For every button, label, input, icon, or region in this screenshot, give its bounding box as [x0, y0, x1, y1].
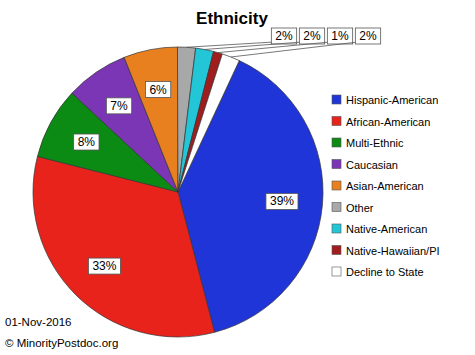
pie-slice: [178, 54, 239, 192]
label-box: [299, 28, 324, 44]
label-box: [106, 98, 131, 114]
legend-swatch: [332, 117, 341, 126]
data-label: 33%: [92, 259, 116, 273]
legend: Hispanic-American African-American Multi-E…: [332, 94, 440, 278]
legend-swatch: [332, 138, 341, 147]
data-label: 2%: [275, 29, 293, 43]
legend-label: Caucasian: [346, 159, 398, 171]
pie-slice: [124, 47, 178, 192]
legend-swatch: [332, 181, 341, 190]
legend-label: Decline to State: [346, 266, 424, 278]
legend-swatch: [332, 95, 341, 104]
data-label: 8%: [78, 135, 96, 149]
legend-label: Native-Hawaiian/PI: [346, 245, 440, 257]
legend-swatch: [332, 160, 341, 169]
chart: Ethnicity 39% 33% 8% 7% 6% 2% 2% 1% 2% Hispanic-Am…: [0, 0, 475, 355]
legend-swatch: [332, 267, 341, 276]
label-box: [145, 82, 170, 98]
annotation: © MinorityPostdoc.org: [5, 337, 118, 349]
legend-swatch: [332, 203, 341, 212]
legend-label: Multi-Ethnic: [346, 137, 404, 149]
legend-label: Asian-American: [346, 180, 424, 192]
label-box: [266, 193, 298, 209]
legend-label: Hispanic-American: [346, 94, 438, 106]
label-box: [271, 28, 296, 44]
legend-label: Native-American: [346, 223, 427, 235]
label-box: [88, 258, 120, 274]
slices: [33, 47, 323, 337]
pie-slice: [33, 156, 215, 337]
label-box: [355, 28, 380, 44]
title: Ethnicity: [196, 9, 268, 28]
label-box: [327, 28, 352, 44]
data-label: 6%: [149, 83, 167, 97]
leader-line: [187, 42, 274, 47]
data-labels: 39% 33% 8% 7% 6% 2% 2% 1% 2%: [74, 28, 381, 274]
annotation: 01-Nov-2016: [5, 316, 71, 328]
legend-swatch: [332, 246, 341, 255]
background: [0, 0, 475, 355]
legend-swatch: [332, 224, 341, 233]
data-label: 2%: [359, 29, 377, 43]
legend-label: African-American: [346, 116, 430, 128]
data-label: 39%: [270, 194, 294, 208]
legend-label: Other: [346, 202, 374, 214]
leader-line: [231, 42, 358, 57]
label-box: [74, 134, 99, 150]
data-label: 1%: [331, 29, 349, 43]
data-label: 7%: [110, 99, 128, 113]
data-label: 2%: [303, 29, 321, 43]
